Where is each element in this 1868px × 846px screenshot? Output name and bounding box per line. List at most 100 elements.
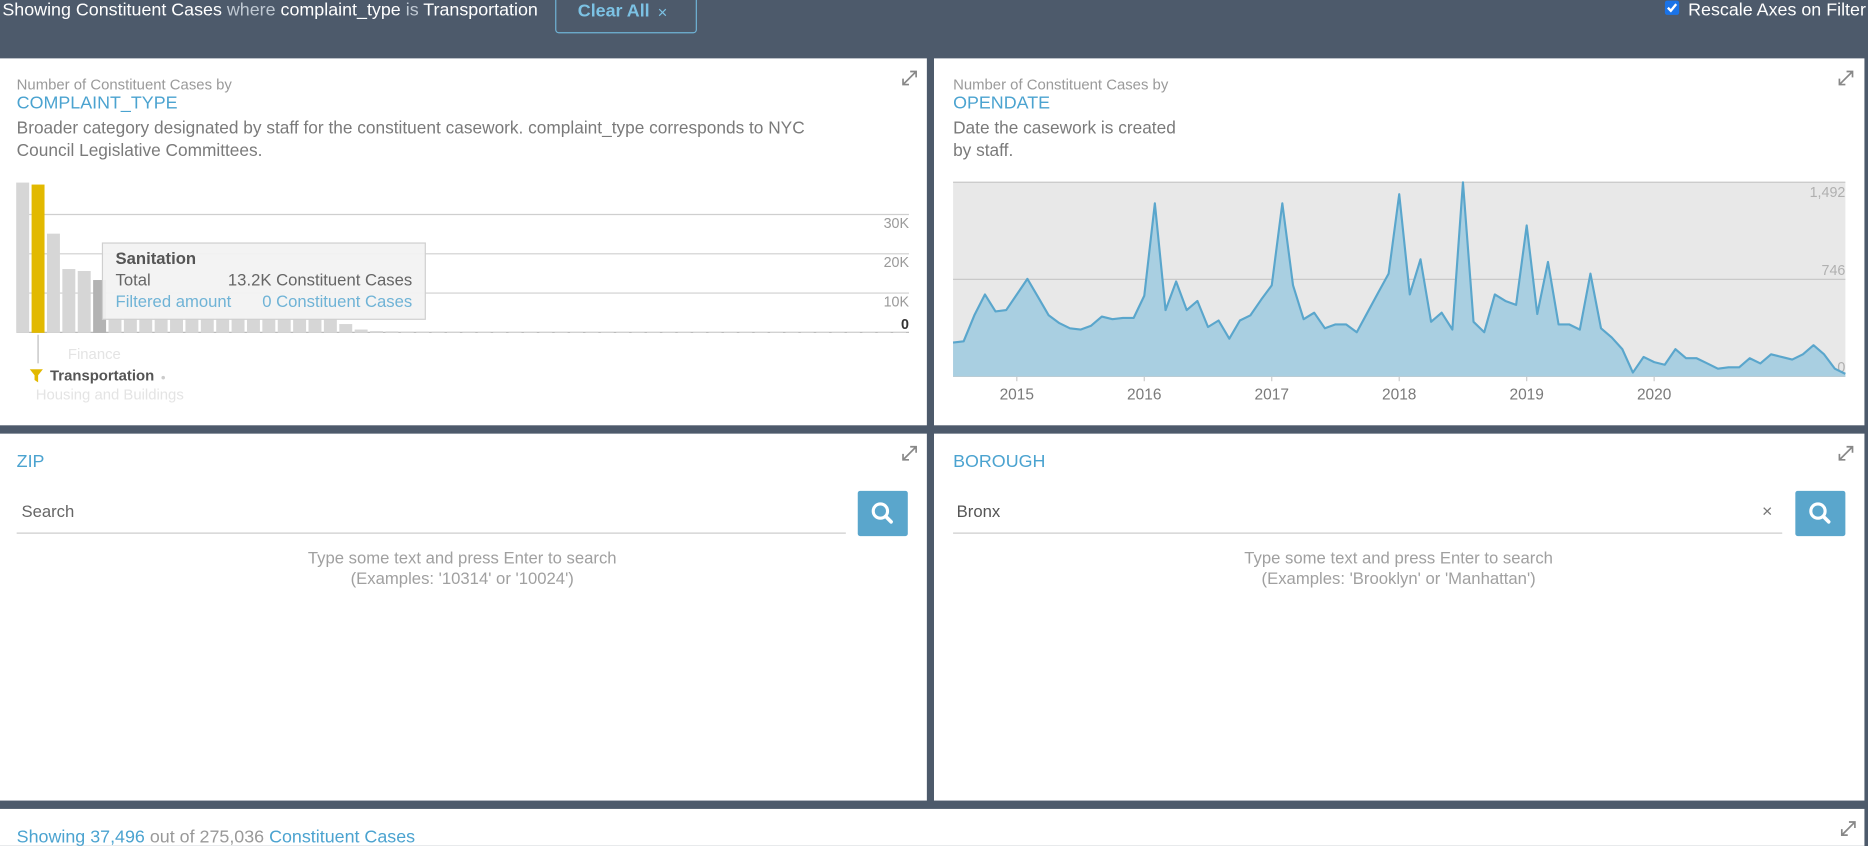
search-hint: Type some text and press Enter to search	[307, 548, 617, 568]
bar	[262, 318, 276, 333]
panel-title: BOROUGH	[953, 451, 1046, 472]
bar	[385, 331, 399, 333]
input-underline	[953, 532, 1783, 534]
tooltip-label: Total	[116, 271, 151, 290]
complaint-type-panel: Number of Constituent Cases by COMPLAINT…	[0, 58, 927, 426]
summary-count: Showing 37,496	[16, 826, 145, 846]
bar	[216, 318, 230, 333]
panel-description: Broader category designated by staff for…	[16, 119, 805, 139]
button-label: Clear All	[577, 1, 650, 22]
bar	[46, 233, 60, 333]
x-tick-label: 2020	[1637, 387, 1671, 404]
search-button[interactable]	[857, 490, 908, 537]
panel-subtitle: Number of Constituent Cases by	[953, 76, 1169, 93]
y-tick-label: 0	[1837, 360, 1845, 376]
line	[952, 181, 1846, 375]
bar	[139, 318, 153, 333]
bar	[323, 319, 337, 333]
panel-description: by staff.	[953, 141, 1014, 161]
x-tick-label: 2018	[1382, 387, 1416, 404]
expand-icon[interactable]	[1840, 821, 1856, 836]
y-tick-label: 20K	[884, 255, 910, 271]
filter-value: Transportation	[423, 0, 538, 21]
panel-title: OPENDATE	[953, 92, 1051, 114]
bar	[170, 318, 184, 333]
bar	[62, 269, 76, 333]
bar	[308, 319, 322, 333]
search-hint: (Examples: 'Brooklyn' or 'Manhattan')	[1261, 568, 1536, 588]
bar	[277, 318, 291, 333]
bar	[339, 324, 353, 333]
area	[953, 182, 1846, 377]
expand-icon[interactable]	[902, 70, 917, 86]
bar	[123, 318, 137, 333]
panel-description: Council Legislative Committees.	[16, 141, 263, 161]
bar	[154, 318, 168, 333]
tooltip-label: Filtered amount	[116, 292, 232, 311]
x-tick-label: 2017	[1255, 387, 1289, 404]
y-tick-label: 0	[901, 317, 909, 333]
checkbox[interactable]	[1664, 0, 1680, 15]
category-label: Finance	[68, 347, 121, 363]
zip-panel: ZIP Search Type some text and press Ente…	[0, 433, 927, 801]
borough-panel: BOROUGH Bronx × Type some text and press…	[934, 433, 1865, 801]
search-icon	[871, 502, 893, 524]
panel-title: COMPLAINT_TYPE	[16, 92, 178, 114]
y-tick-label: 746	[1822, 263, 1846, 279]
tooltip	[101, 242, 426, 320]
bar	[200, 318, 214, 333]
search-button[interactable]	[1795, 490, 1846, 537]
expand-icon[interactable]	[1838, 445, 1854, 461]
bar	[16, 182, 30, 333]
search-placeholder[interactable]: Search	[21, 501, 75, 521]
bar	[293, 318, 307, 333]
table-summary: Showing 37,496 out of 275,036 Constituen…	[17, 827, 415, 846]
filter-field: complaint_type	[280, 0, 401, 21]
panel-title: ZIP	[16, 451, 45, 472]
panel-description: Date the casework is created	[953, 119, 1176, 139]
tooltip-title: Sanitation	[116, 249, 197, 268]
filter-text: where	[226, 0, 276, 21]
y-tick-label: 30K	[884, 216, 910, 232]
expand-icon[interactable]	[902, 445, 917, 461]
y-tick-label: 10K	[884, 294, 910, 310]
selection-dot	[161, 375, 165, 380]
bar	[246, 318, 260, 333]
panel-subtitle: Number of Constituent Cases by	[16, 76, 232, 93]
clear-icon: ×	[657, 2, 668, 22]
filter-icon	[29, 369, 43, 383]
bar	[108, 318, 122, 333]
expand-icons	[902, 70, 1856, 836]
expand-icon[interactable]	[1838, 70, 1854, 86]
tooltip-value: 13.2K Constituent Cases	[228, 271, 412, 290]
summary-unit: Constituent Cases	[269, 826, 416, 846]
search-hint: Type some text and press Enter to search	[1244, 548, 1553, 568]
category-label: Transportation	[50, 368, 154, 384]
search-input[interactable]: Bronx	[956, 501, 1001, 521]
bar	[354, 329, 368, 333]
search-hint: (Examples: '10314' or '10024')	[350, 568, 574, 588]
x-tick-label: 2016	[1127, 387, 1161, 404]
x-tick-label: 2019	[1509, 387, 1543, 404]
search-icon	[1809, 502, 1831, 524]
bar	[185, 318, 199, 333]
filter-text: Showing Constituent Cases	[2, 0, 222, 21]
clear-input[interactable]: ×	[1761, 501, 1773, 522]
checkbox-label: Rescale Axes on Filter	[1688, 0, 1866, 21]
x-tick-label: 2015	[1000, 387, 1034, 404]
filter-text: is	[405, 0, 419, 21]
bar	[77, 270, 91, 333]
bar	[231, 318, 245, 333]
bar	[31, 184, 45, 333]
summary-total: out of 275,036	[149, 826, 265, 846]
bar	[370, 331, 384, 333]
table-panel: Showing 37,496 out of 275,036 Constituen…	[0, 808, 1865, 846]
input-underline	[16, 532, 846, 534]
clear-all-button[interactable]: Clear All ×	[555, 0, 697, 34]
tooltip-value: 0 Constituent Cases	[262, 292, 412, 311]
y-tick-label: 1,492	[1810, 185, 1846, 201]
